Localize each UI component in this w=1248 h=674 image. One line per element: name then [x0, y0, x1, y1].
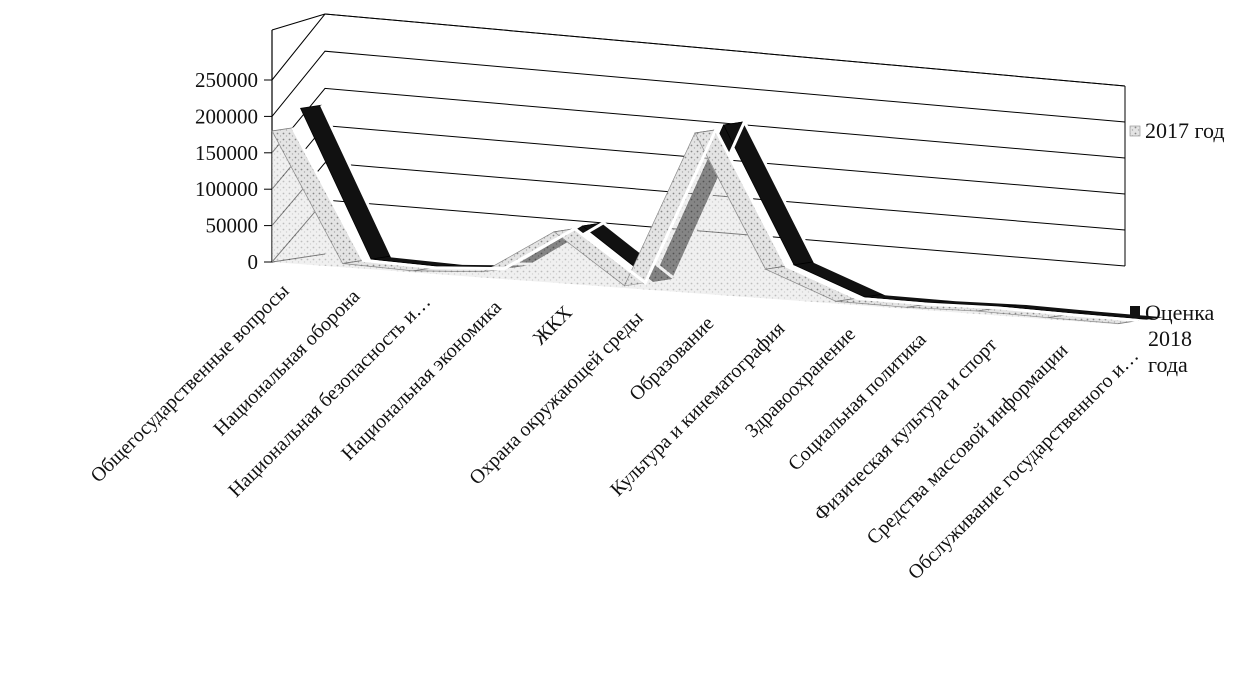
series-edge — [320, 104, 1168, 318]
legend-swatch-2018 — [1130, 306, 1140, 316]
series-front-face — [342, 263, 413, 273]
y-tick-label: 0 — [248, 250, 259, 274]
legend: 2017 год Оценка 2018 года — [1129, 118, 1225, 377]
series-front-face — [272, 130, 343, 268]
series-front-face — [977, 311, 1048, 320]
series-front-face — [554, 231, 625, 288]
series-front-face — [624, 133, 695, 294]
series-front-face — [483, 231, 554, 283]
y-tick-label: 150000 — [195, 141, 258, 165]
gridline — [271, 13, 1126, 87]
legend-swatch-2017 — [1129, 125, 1141, 137]
x-category-label: Социальная политика — [784, 328, 931, 475]
series-front-face — [1047, 317, 1118, 325]
x-category-label: Национальная экономика — [337, 296, 506, 465]
y-tick-label: 50000 — [206, 214, 259, 238]
y-axis-ticks: 0 50000 100000 150000 200000 250000 — [195, 68, 272, 274]
y-tick-label: 250000 — [195, 68, 258, 92]
series-front-face — [695, 133, 766, 299]
series-2017 — [271, 126, 1139, 325]
series-front-face — [413, 270, 484, 278]
x-axis-categories: Общегосударственные вопросыНациональная … — [86, 280, 1143, 584]
gridline — [271, 50, 1126, 123]
y-tick-label: 200000 — [195, 104, 258, 128]
series-edge — [291, 126, 1139, 322]
x-category-label: ЖКХ — [529, 301, 577, 349]
legend-label-2017: 2017 год — [1145, 118, 1225, 143]
series-layer — [271, 104, 1168, 325]
series-front-face — [836, 301, 907, 309]
legend-label-2018: Оценка 2018 года — [1145, 300, 1215, 377]
y-tick-label: 100000 — [195, 177, 258, 201]
wall-edge — [271, 13, 326, 31]
series-front-face — [765, 269, 836, 304]
series-front-face — [906, 307, 977, 314]
x-category-label: Национальная оборона — [209, 285, 364, 440]
